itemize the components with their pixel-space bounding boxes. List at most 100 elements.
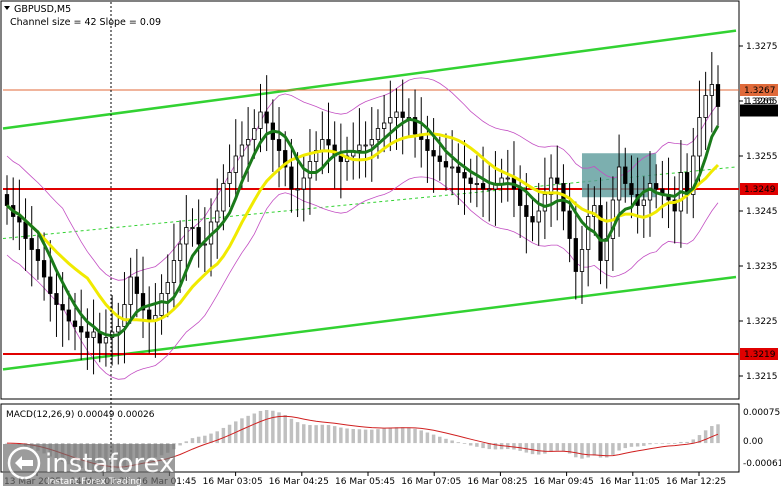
macd-bar xyxy=(530,443,535,455)
candle-body xyxy=(72,320,78,327)
candle xyxy=(400,79,405,155)
macd-bar xyxy=(555,443,559,451)
candle-body xyxy=(307,161,313,179)
macd-bar xyxy=(685,441,689,444)
candle xyxy=(598,177,603,285)
candle-body xyxy=(35,249,41,261)
macd-bar xyxy=(407,427,411,444)
indicator-caption: Channel size = 42 Slope = 0.09 xyxy=(10,17,161,28)
candle xyxy=(301,154,306,222)
candle-body xyxy=(79,326,84,333)
macd-bar xyxy=(580,443,584,459)
macd-tick-bottom: -0.00061 xyxy=(743,459,781,469)
candle xyxy=(524,173,529,254)
macd-bar xyxy=(178,443,182,446)
candle xyxy=(252,109,257,159)
candle-body xyxy=(487,188,492,191)
macd-bar xyxy=(308,425,312,444)
candle-body xyxy=(357,144,362,151)
macd-bar xyxy=(283,415,287,444)
macd-bar xyxy=(648,443,652,445)
x-tick-label: 16 Mar 05:45 xyxy=(335,477,395,487)
instaforex-logo-mark xyxy=(15,456,33,470)
candle-body xyxy=(171,260,177,283)
macd-bar xyxy=(209,433,213,444)
macd-bar xyxy=(258,410,263,444)
macd-bar xyxy=(691,439,696,444)
candle-body xyxy=(215,210,220,223)
candle xyxy=(431,118,436,193)
watermark-tagline: Instant Forex Trading xyxy=(47,477,142,487)
macd-bar xyxy=(184,441,189,444)
candle xyxy=(184,195,189,281)
macd-bar xyxy=(196,436,201,444)
candle-body xyxy=(245,139,251,146)
candle xyxy=(579,225,585,304)
macd-bar xyxy=(629,443,634,447)
macd-bar xyxy=(419,430,423,444)
macd-bar xyxy=(697,435,702,444)
candle xyxy=(375,109,381,159)
instaforex-logo-icon xyxy=(7,446,41,480)
dropdown-arrow-icon[interactable] xyxy=(4,6,10,10)
macd-bar xyxy=(227,424,232,444)
candle xyxy=(54,269,59,337)
candle-body xyxy=(548,177,554,195)
x-tick-label: 16 Mar 07:05 xyxy=(401,477,461,487)
macd-bar xyxy=(462,443,467,444)
candle xyxy=(567,182,572,263)
macd-tick-zero: 0.00 xyxy=(743,437,763,447)
macd-bar xyxy=(438,436,442,444)
macd-bar xyxy=(666,443,671,444)
macd-bar xyxy=(518,443,522,451)
y-tick-label-partial: 1.3265 xyxy=(743,97,775,107)
candle xyxy=(91,299,96,375)
candle-body xyxy=(128,276,133,305)
y-tick-label: 1.3265 xyxy=(746,97,778,107)
candle-body xyxy=(382,122,387,129)
candle xyxy=(641,176,646,238)
candle xyxy=(616,134,622,237)
candle xyxy=(215,178,220,259)
candle xyxy=(530,197,535,242)
macd-bar xyxy=(475,443,479,447)
candle xyxy=(672,176,677,244)
candle xyxy=(382,94,387,153)
candle xyxy=(221,164,226,231)
candle-body xyxy=(641,199,646,206)
bid-price-tag xyxy=(740,104,778,117)
candle-body xyxy=(252,128,257,140)
candle-body xyxy=(177,243,183,261)
candle-body xyxy=(567,210,572,239)
y-tick-label: 1.3215 xyxy=(746,372,778,382)
moving-average-slow xyxy=(6,132,720,323)
y-tick-label: 1.3225 xyxy=(746,317,778,327)
macd-bar xyxy=(635,443,640,447)
candle xyxy=(586,184,591,287)
candle-body xyxy=(295,188,300,191)
candle xyxy=(165,254,170,318)
level-price-label: 1.3249 xyxy=(744,185,776,195)
candle-body xyxy=(456,166,461,173)
candle-body xyxy=(524,205,529,217)
candle xyxy=(450,130,455,196)
macd-bar xyxy=(326,425,331,444)
candle-body xyxy=(480,183,486,190)
candle xyxy=(487,165,492,222)
current-price-label: 1.3267 xyxy=(744,86,776,96)
candle xyxy=(468,158,473,203)
macd-tick-top: 0.00075 xyxy=(743,408,780,418)
candle xyxy=(456,143,461,205)
level-price-label: 1.3219 xyxy=(744,350,776,360)
candle xyxy=(369,107,374,182)
x-tick-label: 16 Mar 09:45 xyxy=(534,477,594,487)
macd-bar xyxy=(394,427,399,444)
macd-bar xyxy=(295,422,300,444)
candle-body xyxy=(450,166,455,169)
x-tick-label: 16 Mar 08:25 xyxy=(467,477,527,487)
candle xyxy=(239,121,245,189)
candle xyxy=(283,131,288,187)
candle xyxy=(227,144,232,208)
candle xyxy=(462,140,467,215)
macd-bar xyxy=(413,428,417,444)
